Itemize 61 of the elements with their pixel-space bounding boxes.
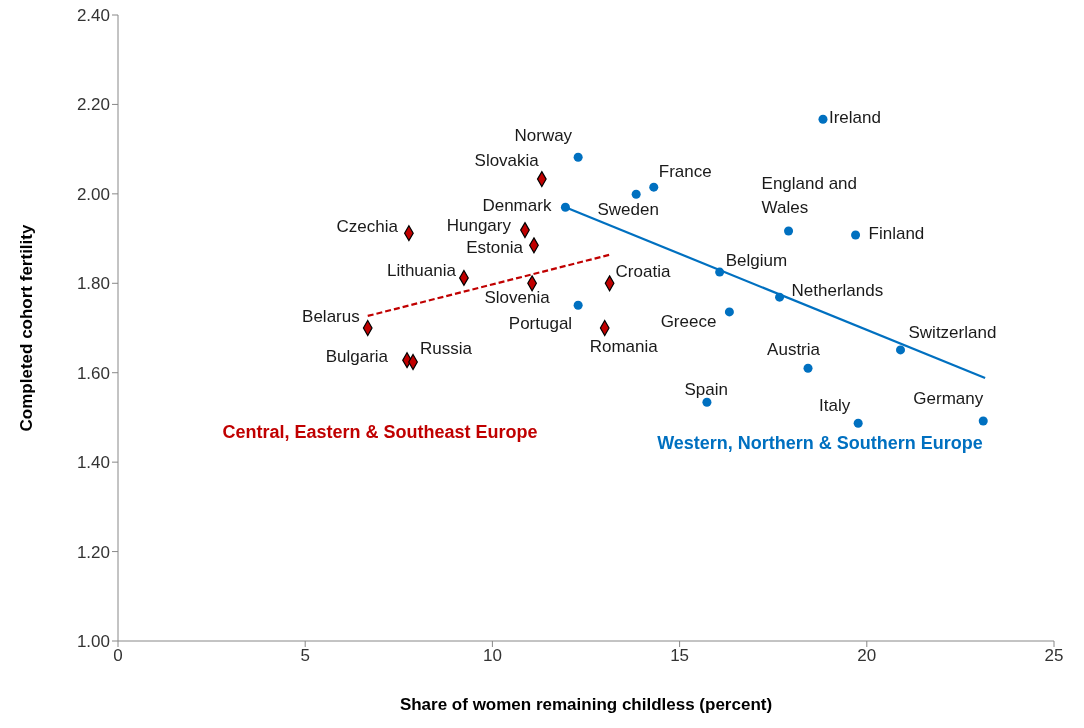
annotation: Ireland — [829, 108, 881, 128]
annotation: Slovenia — [484, 288, 551, 308]
annotation: Spain — [684, 380, 728, 400]
x-tick-label: 20 — [857, 646, 877, 666]
point — [784, 226, 794, 236]
x-tick-label: 5 — [300, 646, 310, 666]
annotation: Sweden — [597, 200, 659, 220]
y-tick-label: 2.00 — [76, 184, 110, 204]
point — [978, 416, 988, 426]
x-tick-label: 25 — [1044, 646, 1064, 666]
y-tick-label: 1.60 — [76, 363, 110, 383]
annotation: Belarus — [302, 307, 360, 327]
point — [631, 189, 641, 199]
annotation: Czechia — [336, 217, 399, 237]
point — [818, 114, 828, 124]
annotation: Lithuania — [386, 261, 457, 281]
annotation: Russia — [420, 339, 473, 359]
point — [851, 230, 861, 240]
y-tick-label: 1.20 — [76, 542, 110, 562]
y-axis-title: Completed cohort fertility — [17, 224, 37, 432]
x-tick-label: 0 — [113, 646, 123, 666]
point — [649, 182, 659, 192]
annotation: Denmark — [482, 196, 552, 216]
annotation: Croatia — [615, 262, 671, 282]
annotation: England and Wales — [761, 174, 858, 218]
annotation: Romania — [589, 337, 659, 357]
annotation: Estonia — [466, 238, 524, 258]
point — [803, 363, 813, 373]
y-tick-label: 1.40 — [76, 453, 110, 473]
annotation: Germany — [913, 389, 984, 409]
annotation: Austria — [767, 340, 821, 360]
point — [573, 152, 583, 162]
point — [724, 307, 734, 317]
annotation: Switzerland — [908, 323, 997, 343]
annotation: Norway — [514, 126, 573, 146]
y-tick-label: 2.40 — [76, 6, 110, 26]
x-tick-label: 10 — [482, 646, 502, 666]
annotation: Hungary — [446, 216, 512, 236]
annotation: Netherlands — [791, 281, 884, 301]
point — [895, 345, 906, 355]
point — [775, 292, 785, 302]
point — [702, 397, 712, 407]
annotation: Italy — [819, 396, 851, 416]
annotation: Greece — [660, 312, 717, 332]
point — [853, 418, 863, 428]
text: Central, Eastern & Southeast Europe — [222, 421, 538, 443]
x-tick-label: 15 — [670, 646, 690, 666]
point — [715, 267, 725, 277]
point — [573, 300, 583, 310]
series-label: Western, Northern & Southern Europe — [657, 432, 983, 454]
annotation: Portugal — [508, 314, 573, 334]
y-tick-label: 1.80 — [76, 274, 110, 294]
annotation: France — [658, 162, 712, 182]
y-tick-label: 1.00 — [76, 632, 110, 652]
annotation: Finland — [868, 224, 925, 244]
x-axis-title: Share of women remaining childless (percent) — [399, 695, 773, 714]
annotation: Bulgaria — [325, 347, 389, 367]
annotation: Slovakia — [474, 151, 540, 171]
annotation: Belgium — [725, 251, 788, 271]
y-tick-label: 2.20 — [76, 95, 110, 115]
point — [560, 202, 570, 212]
